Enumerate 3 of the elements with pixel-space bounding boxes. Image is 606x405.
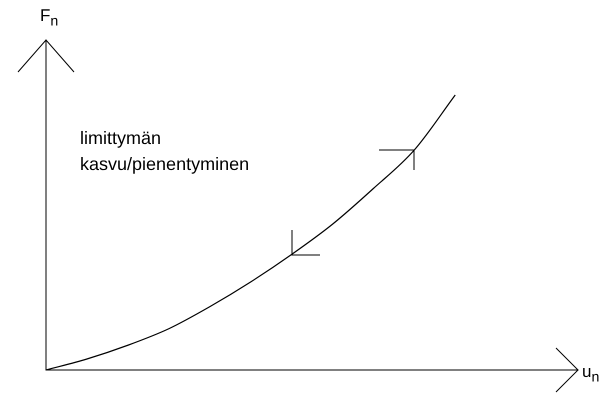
annotation: limittymän kasvu/pienentyminen — [80, 127, 250, 176]
y-axis-title: F$_{n}$ — [40, 6, 58, 30]
x-axis-title: u$_{n}$ — [582, 362, 600, 386]
